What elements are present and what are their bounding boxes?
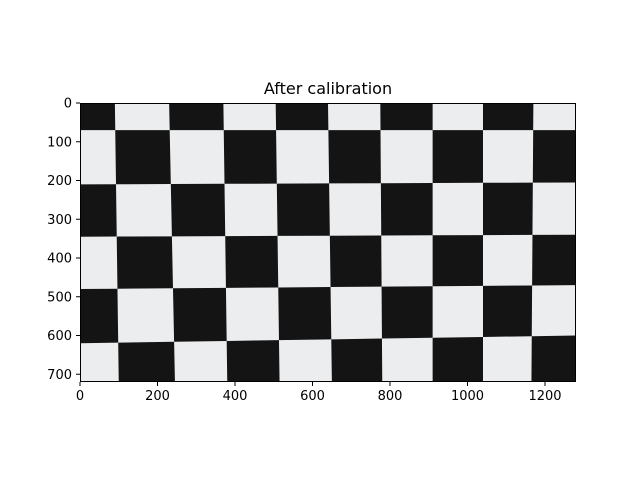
x-tick-label: 800 xyxy=(378,389,403,404)
checker-square-dark xyxy=(531,335,576,382)
checker-square-dark xyxy=(80,288,119,344)
checker-square-dark xyxy=(432,235,483,287)
y-tick-label: 100 xyxy=(47,135,72,150)
x-tick-label: 0 xyxy=(76,389,84,404)
x-tick-label: 400 xyxy=(223,389,248,404)
checker-square-dark xyxy=(116,236,173,289)
x-tick-label: 600 xyxy=(300,389,325,404)
checker-square-dark xyxy=(328,130,381,184)
y-tick-label: 0 xyxy=(64,97,72,112)
checker-square-dark xyxy=(432,336,483,382)
checker-square-dark xyxy=(483,285,533,337)
x-tick-label: 1200 xyxy=(528,389,561,404)
y-tick-label: 500 xyxy=(47,290,72,305)
x-tick-label: 200 xyxy=(145,389,170,404)
checker-square-dark xyxy=(226,340,280,382)
checker-square-dark xyxy=(225,235,279,288)
checker-square-dark xyxy=(169,103,224,131)
calibrated-checkerboard-image xyxy=(80,103,576,382)
checker-square-dark xyxy=(80,103,116,131)
checker-square-dark xyxy=(115,130,171,185)
checker-square-dark xyxy=(532,234,576,286)
checker-square-dark xyxy=(331,338,383,382)
checker-square-dark xyxy=(380,103,433,131)
checker-square-dark xyxy=(275,103,329,131)
chart-title: After calibration xyxy=(264,79,392,98)
y-tick-label: 200 xyxy=(47,174,72,189)
y-tick-label: 300 xyxy=(47,213,72,228)
checker-square-dark xyxy=(172,287,227,342)
checker-square-dark xyxy=(80,184,117,237)
checker-square-dark xyxy=(483,182,533,236)
checker-square-dark xyxy=(170,183,226,237)
y-tick-label: 700 xyxy=(47,368,72,383)
x-tick-label: 1000 xyxy=(451,389,484,404)
checker-square-dark xyxy=(223,130,277,184)
y-tick-label: 400 xyxy=(47,252,72,267)
y-tick-label: 600 xyxy=(47,329,72,344)
checker-square-dark xyxy=(118,341,175,382)
checker-square-dark xyxy=(532,130,576,183)
x-axis: 0 200 400 600 800 1000 1200 xyxy=(76,382,562,404)
checker-square-dark xyxy=(381,286,433,339)
checker-square-dark xyxy=(276,183,330,236)
checker-square-dark xyxy=(329,235,382,288)
checker-square-dark xyxy=(380,182,433,236)
axes-frame xyxy=(80,103,576,382)
checker-square-dark xyxy=(483,103,534,131)
y-axis: 0 100 200 300 400 500 600 700 xyxy=(47,97,80,383)
checker-square-dark xyxy=(432,130,483,183)
checker-square-dark xyxy=(278,287,332,341)
